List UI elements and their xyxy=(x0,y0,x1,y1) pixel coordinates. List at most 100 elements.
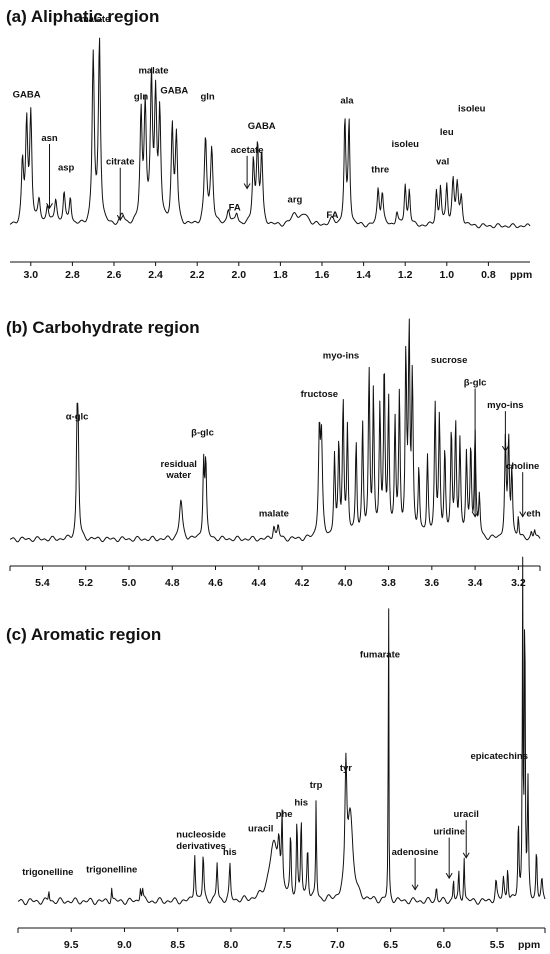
panel-1: (a) Aliphatic region 3.0 2.8 2.6 2.4 2.2 2.0 1.… xyxy=(6,7,532,281)
x-tick-label: 4.4 xyxy=(251,577,266,589)
peak-annotation: phe xyxy=(276,809,293,820)
peak-annotation: GABA xyxy=(248,121,276,132)
peak-annotation: FA xyxy=(229,202,241,213)
peak-annotation: malate xyxy=(80,14,110,25)
x-tick-label: 2.0 xyxy=(231,269,246,281)
panel-2: (b) Carbohydrate region 5.4 5.2 5.0 4.8 4.6 4.… xyxy=(6,318,541,589)
peak-annotation: gln xyxy=(134,91,148,102)
x-tick-label: 4.0 xyxy=(338,577,353,589)
peak-annotation: uracil xyxy=(454,809,479,820)
x-axis-unit-label: ppm xyxy=(518,939,540,951)
panel-title: (c) Aromatic region xyxy=(6,625,161,644)
annotation-arrowhead xyxy=(519,511,527,518)
peak-annotation: uracil xyxy=(248,824,273,835)
peak-annotation: nucleoside xyxy=(176,830,226,841)
peak-annotation: sucrose xyxy=(431,355,467,366)
peak-annotation: gln xyxy=(200,91,214,102)
x-tick-label: 5.2 xyxy=(78,577,93,589)
peak-annotation: thre xyxy=(371,165,389,176)
peak-annotation: epicatechins xyxy=(470,751,528,762)
annotation-arrowhead xyxy=(243,183,251,190)
x-tick-label: 8.5 xyxy=(170,939,185,951)
spectrum-trace xyxy=(9,37,531,229)
peak-annotation: GABA xyxy=(160,85,188,96)
x-tick-label: 4.6 xyxy=(208,577,223,589)
peak-annotation: val xyxy=(436,157,449,168)
peak-annotation: his xyxy=(223,847,237,858)
peak-annotation: his xyxy=(294,798,308,809)
peak-annotation: trigonelline xyxy=(86,864,137,875)
annotation-arrowhead xyxy=(411,884,419,891)
x-tick-label: 5.5 xyxy=(490,939,505,951)
peak-annotation: arg xyxy=(288,194,303,205)
x-tick-label: 2.2 xyxy=(190,269,205,281)
peak-annotation: residual xyxy=(161,459,197,470)
spectrum-trace xyxy=(17,556,546,906)
x-tick-label: 2.8 xyxy=(65,269,80,281)
peak-annotation: tyr xyxy=(340,763,352,774)
peak-annotation: β-glc xyxy=(191,427,214,438)
peak-annotation: myo-ins xyxy=(323,350,359,361)
peak-annotation: FA xyxy=(326,210,338,221)
panel-title: (b) Carbohydrate region xyxy=(6,318,200,337)
x-tick-label: 3.2 xyxy=(511,577,526,589)
peak-annotation: uridine xyxy=(433,827,465,838)
annotation-arrowhead xyxy=(471,511,479,518)
peak-annotation: leu xyxy=(440,127,454,138)
x-tick-label: 6.0 xyxy=(437,939,452,951)
peak-annotation: water xyxy=(165,470,191,481)
peak-annotation: asn xyxy=(41,133,58,144)
peak-annotation: derivatives xyxy=(176,841,226,852)
peak-annotation: ala xyxy=(340,95,354,106)
peak-annotation: malate xyxy=(259,509,289,520)
x-tick-label: 7.5 xyxy=(277,939,292,951)
x-tick-label: 1.6 xyxy=(315,269,330,281)
x-tick-label: 5.0 xyxy=(122,577,137,589)
x-tick-label: 9.0 xyxy=(117,939,132,951)
peak-annotation: asp xyxy=(58,163,75,174)
x-tick-label: 9.5 xyxy=(64,939,79,951)
panel-3: (c) Aromatic region 9.5 9.0 8.5 8.0 7.5 7.0 6.5… xyxy=(6,556,546,951)
peak-annotation: trp xyxy=(310,780,323,791)
x-tick-label: 4.8 xyxy=(165,577,180,589)
x-tick-label: 7.0 xyxy=(330,939,345,951)
peak-annotation: eth xyxy=(526,509,540,520)
x-tick-label: 1.8 xyxy=(273,269,288,281)
x-tick-label: 3.4 xyxy=(468,577,483,589)
peak-annotation: adenosine xyxy=(392,847,439,858)
x-axis-unit-label: ppm xyxy=(510,269,532,281)
peak-annotation: β-glc xyxy=(464,378,487,389)
x-tick-label: 1.4 xyxy=(356,269,371,281)
annotation-arrowhead xyxy=(501,445,509,453)
x-tick-label: 8.0 xyxy=(224,939,239,951)
peak-annotation: GABA xyxy=(13,89,41,100)
annotation-arrowhead xyxy=(116,214,124,222)
peak-annotation: trigonelline xyxy=(22,867,73,878)
x-tick-label: 3.6 xyxy=(425,577,440,589)
x-tick-label: 5.4 xyxy=(35,577,50,589)
spectrum-trace xyxy=(9,318,541,543)
x-tick-label: 2.4 xyxy=(148,269,163,281)
peak-annotation: α-glc xyxy=(66,411,89,422)
panel-title: (a) Aliphatic region xyxy=(6,7,159,26)
annotation-arrowhead xyxy=(462,852,470,859)
peak-annotation: fumarate xyxy=(360,650,400,661)
peak-annotation: isoleu xyxy=(458,103,486,114)
x-tick-label: 3.8 xyxy=(381,577,396,589)
peak-annotation: fructose xyxy=(301,389,338,400)
peak-annotation: malate xyxy=(138,66,168,77)
annotation-arrowhead xyxy=(445,872,453,880)
x-tick-label: 1.0 xyxy=(439,269,454,281)
x-tick-label: 4.2 xyxy=(295,577,310,589)
x-tick-label: 1.2 xyxy=(398,269,413,281)
x-tick-label: 6.5 xyxy=(383,939,398,951)
x-tick-label: 0.8 xyxy=(481,269,496,281)
peak-annotation: acetate xyxy=(231,145,264,156)
annotation-arrowhead xyxy=(46,203,53,210)
x-tick-label: 3.0 xyxy=(23,269,38,281)
peak-annotation: isoleu xyxy=(391,139,419,150)
peak-annotation: choline xyxy=(506,461,539,472)
peak-annotation: citrate xyxy=(106,157,135,168)
x-tick-label: 2.6 xyxy=(107,269,122,281)
